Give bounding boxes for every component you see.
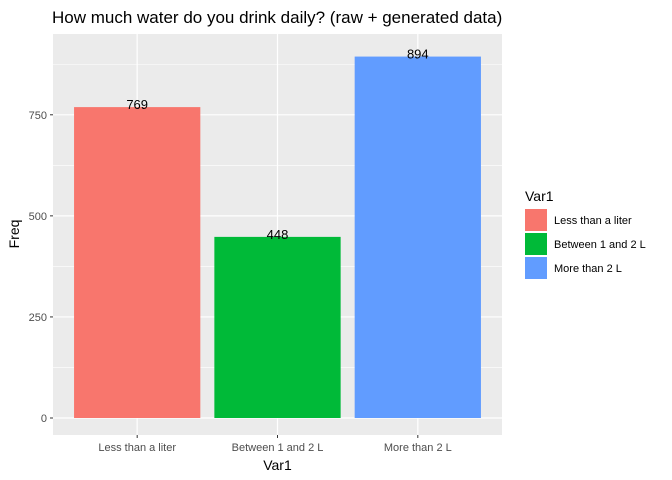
x-axis-title: Var1 <box>263 457 292 473</box>
bars <box>74 56 481 418</box>
legend-label: Between 1 and 2 L <box>554 239 646 251</box>
y-tick-label: 250 <box>29 312 47 324</box>
y-tick-label: 500 <box>29 211 47 223</box>
x-tick-label: Between 1 and 2 L <box>232 442 324 454</box>
y-axis: 0 250 500 750 <box>29 110 53 425</box>
x-tick-label: Less than a liter <box>98 442 176 454</box>
legend: Var1 Less than a liter Between 1 and 2 L M… <box>525 188 646 279</box>
bar <box>74 107 201 418</box>
legend-label: Less than a liter <box>554 215 632 227</box>
x-tick-label: More than 2 L <box>384 442 452 454</box>
bar <box>214 236 341 418</box>
y-axis-title: Freq <box>6 220 22 249</box>
data-labels: 769 448 894 <box>126 47 428 242</box>
legend-key <box>525 209 547 231</box>
data-label: 894 <box>407 47 429 62</box>
legend-key <box>525 233 547 255</box>
legend-title: Var1 <box>525 188 554 204</box>
legend-key <box>525 257 547 279</box>
chart-title: How much water do you drink daily? (raw … <box>52 8 502 27</box>
legend-label: More than 2 L <box>554 263 622 275</box>
bar <box>354 56 481 418</box>
x-axis: Less than a liter Between 1 and 2 L More t… <box>98 435 452 454</box>
y-tick-label: 0 <box>41 413 47 425</box>
data-label: 769 <box>126 97 148 112</box>
data-label: 448 <box>267 227 289 242</box>
y-tick-label: 750 <box>29 110 47 122</box>
